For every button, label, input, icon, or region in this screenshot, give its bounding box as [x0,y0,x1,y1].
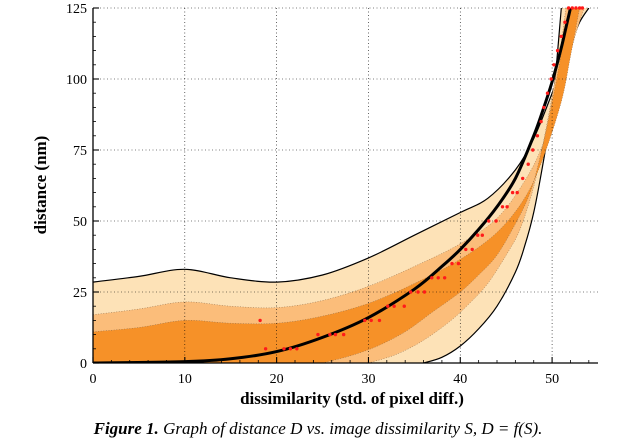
data-point [542,105,546,110]
data-point [450,261,454,266]
y-tick-label: 100 [66,73,87,88]
x-tick-label: 40 [453,372,467,387]
y-tick-label: 50 [73,215,87,230]
data-point [288,347,293,351]
band-inner-upper-edge [93,8,580,333]
data-point [436,276,440,280]
x-tick-label: 20 [270,372,284,387]
x-tick-label: 0 [90,372,97,387]
data-points [258,6,585,351]
y-axis-title: distance (nm) [31,136,50,235]
data-point [369,318,373,323]
data-point [470,247,474,252]
x-tick-label: 50 [545,372,559,387]
data-point [480,233,485,237]
data-point [559,34,563,39]
caption-lead: Figure 1. [93,419,159,438]
caption-text: Graph of distance D vs. image dissimilar… [159,419,543,438]
data-point [464,247,468,252]
data-point [580,6,585,10]
data-point [258,318,262,323]
data-point [386,304,390,308]
data-point [521,176,525,181]
figure-caption: Figure 1. Graph of distance D vs. image … [93,419,543,438]
data-point [392,304,396,308]
x-tick-label: 30 [361,372,375,387]
data-point [549,77,553,81]
data-point [295,347,299,351]
data-point [563,20,567,24]
data-point [422,290,427,294]
grid [93,7,598,363]
data-point [377,318,382,323]
data-point [363,318,367,323]
data-point [341,332,346,337]
confidence-bands [93,8,598,363]
band-middle [93,8,598,363]
data-point [328,332,332,337]
y-tick-label: 25 [73,286,87,301]
data-point [416,290,420,294]
axes [92,7,598,364]
data-point [476,233,480,237]
data-point [487,219,491,223]
data-point [566,6,571,10]
data-point [494,219,498,223]
tick-labels: 0 10 20 30 40 50 0 25 50 75 100 125 [66,2,559,387]
x-tick-label: 10 [178,372,192,387]
data-point [510,190,515,195]
data-point [402,304,406,308]
data-point [515,190,519,195]
data-point [552,63,556,67]
y-tick-label: 125 [66,2,87,17]
data-point [263,347,268,351]
data-point [577,6,582,10]
data-point [500,205,505,209]
x-axis-title: dissimilarity (std. of pixel diff.) [240,389,464,408]
y-tick-label: 75 [73,144,87,159]
data-point [456,261,461,266]
y-tick-label: 0 [80,357,87,372]
data-point [316,332,320,337]
data-point [408,290,413,294]
data-point [526,162,530,166]
fit-curve [93,8,572,363]
data-point [442,276,447,280]
data-point [505,205,509,209]
data-point [555,48,560,53]
data-point [282,347,286,351]
data-point [430,276,434,280]
data-point [531,148,535,152]
data-point [570,6,574,10]
data-point [535,134,540,138]
band-inner [93,8,598,363]
band-inner-lower-edge [322,8,571,363]
data-point [574,6,578,10]
fit-curve-layer [93,8,572,363]
data-point [333,332,338,337]
data-point [539,119,543,124]
data-point [545,91,550,95]
